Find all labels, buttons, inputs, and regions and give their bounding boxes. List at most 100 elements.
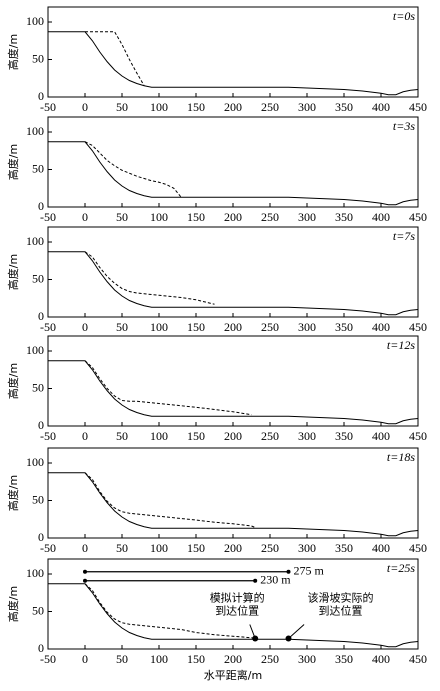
x-tick-label: 100 xyxy=(150,429,168,443)
y-tick-label: 50 xyxy=(32,51,44,65)
x-tick-label: 450 xyxy=(409,210,427,224)
x-tick-label: 0 xyxy=(82,652,88,666)
x-tick-label: 50 xyxy=(116,210,128,224)
y-tick-label: 0 xyxy=(38,89,44,103)
x-tick-label: 50 xyxy=(116,429,128,443)
y-axis-label: 高度/m xyxy=(6,475,20,511)
x-tick-label: 0 xyxy=(82,100,88,114)
x-tick-label: -50 xyxy=(40,429,56,443)
x-tick-label: 350 xyxy=(335,210,353,224)
marker-leader xyxy=(288,624,305,639)
x-tick-label: 0 xyxy=(82,429,88,443)
plot-frame xyxy=(47,447,419,539)
x-tick-label: 200 xyxy=(224,429,242,443)
x-tick-label: 300 xyxy=(298,100,316,114)
x-tick-label: 150 xyxy=(187,429,205,443)
x-tick-label: 300 xyxy=(298,429,316,443)
y-axis-label: 高度/m xyxy=(6,254,20,290)
x-tick-label: 50 xyxy=(116,541,128,555)
y-tick-label: 0 xyxy=(38,641,44,655)
terrain-line xyxy=(48,583,419,648)
y-tick-label: 100 xyxy=(26,566,44,580)
time-label: t=25s xyxy=(387,561,415,575)
y-tick-label: 100 xyxy=(26,14,44,28)
marker-label: 到达位置 xyxy=(319,604,363,618)
x-tick-label: 450 xyxy=(409,100,427,114)
y-tick-label: 100 xyxy=(26,124,44,138)
x-tick-label: 400 xyxy=(372,320,390,334)
x-tick-label: -50 xyxy=(40,320,56,334)
x-tick-label: 350 xyxy=(335,429,353,443)
x-tick-label: -50 xyxy=(40,210,56,224)
x-axis-label: 水平距离/m xyxy=(204,668,262,682)
x-tick-label: 150 xyxy=(187,100,205,114)
x-tick-label: 250 xyxy=(261,100,279,114)
x-tick-label: 200 xyxy=(224,210,242,224)
plot-frame xyxy=(47,116,419,208)
x-tick-label: 50 xyxy=(116,320,128,334)
x-tick-label: 250 xyxy=(261,320,279,334)
x-tick-label: 250 xyxy=(261,541,279,555)
time-label: t=0s xyxy=(393,9,415,23)
x-tick-label: 350 xyxy=(335,541,353,555)
x-tick-label: 200 xyxy=(224,320,242,334)
slide-mass-line xyxy=(84,251,215,305)
x-tick-label: 400 xyxy=(372,541,390,555)
x-tick-label: 450 xyxy=(409,429,427,443)
plot-frame xyxy=(47,335,419,427)
x-tick-label: 100 xyxy=(150,652,168,666)
x-tick-label: 450 xyxy=(409,320,427,334)
x-tick-label: 100 xyxy=(150,100,168,114)
x-tick-label: 50 xyxy=(116,652,128,666)
distance-end xyxy=(83,578,87,583)
slide-mass-line xyxy=(85,31,145,87)
slide-mass-line xyxy=(84,583,256,639)
x-tick-label: 450 xyxy=(409,541,427,555)
x-tick-label: 150 xyxy=(187,541,205,555)
y-tick-label: 50 xyxy=(32,603,44,617)
y-axis-label: 高度/m xyxy=(6,34,20,70)
slide-mass-line xyxy=(84,141,182,198)
y-axis-label: 高度/m xyxy=(6,586,20,622)
x-tick-label: 300 xyxy=(298,210,316,224)
x-tick-label: 150 xyxy=(187,652,205,666)
y-axis-label: 高度/m xyxy=(6,144,20,180)
x-tick-label: 0 xyxy=(82,541,88,555)
x-tick-label: 0 xyxy=(82,320,88,334)
time-label: t=3s xyxy=(393,119,415,133)
y-axis-label: 高度/m xyxy=(6,363,20,399)
x-tick-label: 250 xyxy=(261,210,279,224)
y-tick-label: 0 xyxy=(38,199,44,213)
arrival-marker xyxy=(285,635,292,642)
x-tick-label: 350 xyxy=(335,652,353,666)
x-tick-label: 200 xyxy=(224,541,242,555)
x-tick-label: 200 xyxy=(224,100,242,114)
y-tick-label: 100 xyxy=(26,455,44,469)
slide-mass-line xyxy=(84,472,256,528)
x-tick-label: 400 xyxy=(372,210,390,224)
distance-label: 275 m xyxy=(294,564,325,578)
y-tick-label: 0 xyxy=(38,530,44,544)
y-tick-label: 0 xyxy=(38,309,44,323)
y-tick-label: 100 xyxy=(26,343,44,357)
x-tick-label: -50 xyxy=(40,100,56,114)
x-tick-label: -50 xyxy=(40,652,56,666)
x-tick-label: 300 xyxy=(298,541,316,555)
x-tick-label: 50 xyxy=(116,100,128,114)
x-tick-label: 450 xyxy=(409,652,427,666)
arrival-marker xyxy=(252,635,259,642)
x-tick-label: -50 xyxy=(40,541,56,555)
x-tick-label: 100 xyxy=(150,210,168,224)
time-label: t=12s xyxy=(387,338,415,352)
x-tick-label: 150 xyxy=(187,320,205,334)
y-tick-label: 50 xyxy=(32,492,44,506)
terrain-line xyxy=(48,251,419,316)
terrain-line xyxy=(48,360,419,425)
x-tick-label: 350 xyxy=(335,320,353,334)
y-tick-label: 0 xyxy=(38,418,44,432)
x-tick-label: 350 xyxy=(335,100,353,114)
marker-label: 模拟计算的 xyxy=(210,591,265,605)
x-tick-label: 100 xyxy=(150,320,168,334)
y-tick-label: 50 xyxy=(32,161,44,175)
